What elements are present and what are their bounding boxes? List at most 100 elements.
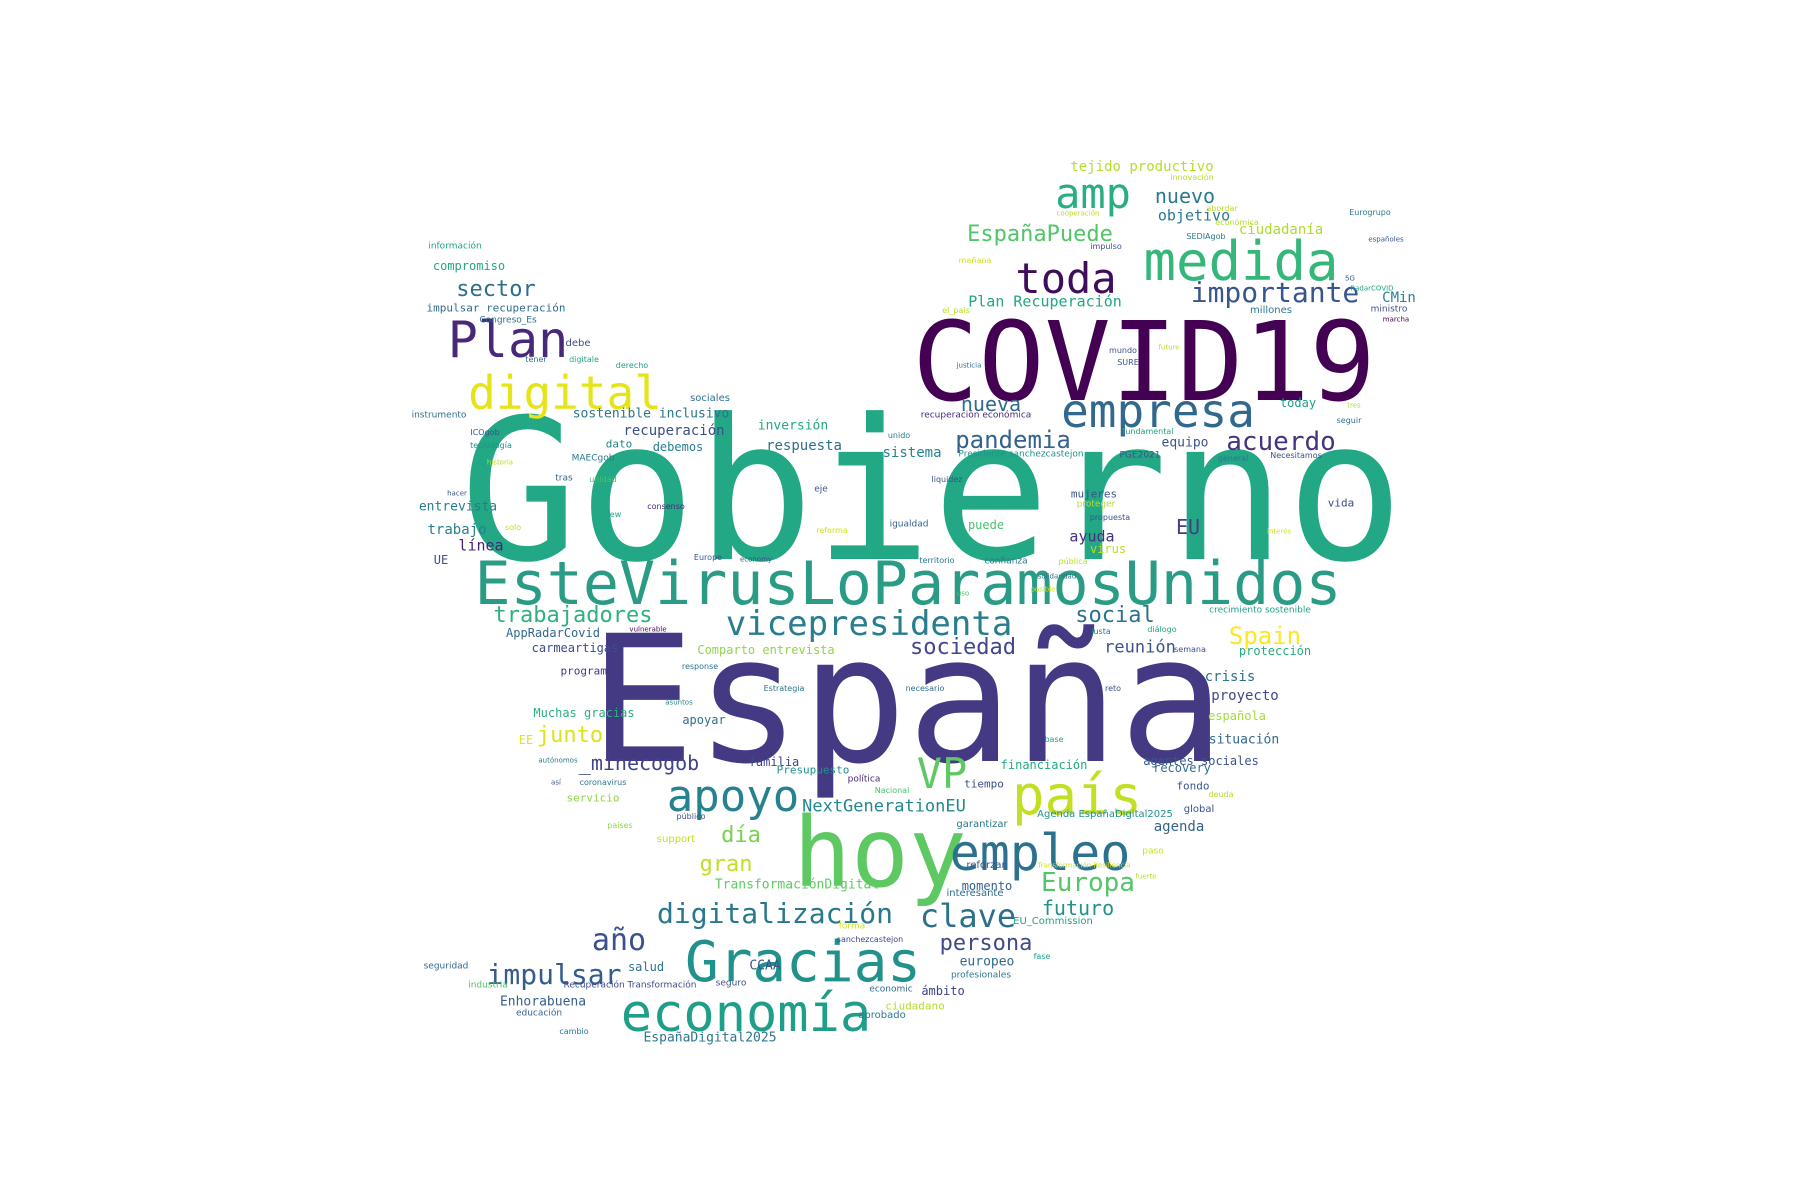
word-cmin: CMin [1382, 290, 1416, 306]
word-derecho: derecho [615, 361, 649, 370]
word-hoy: hoy [793, 797, 967, 909]
word-sanchezcastejon: sanchezcastejon [836, 935, 904, 944]
word-toda: toda [1015, 254, 1117, 303]
word-nextgenerationeu: NextGenerationEU [802, 796, 966, 817]
word-sediagob: SEDIAgob [1186, 232, 1226, 241]
word-transformacion-resiliencia: Transformación Resiliencia [1037, 861, 1131, 870]
word-nueva: nueva [960, 392, 1022, 416]
word-financiacion: financiación [1000, 758, 1088, 772]
word-tener: tener [525, 355, 547, 364]
word-necesario: necesario [905, 684, 945, 693]
word-economic: economic [869, 984, 913, 995]
word-fundamental: fundamental [1122, 427, 1174, 436]
word-informacion: información [428, 241, 482, 252]
word-economy: economy [739, 555, 773, 564]
word-spain: Spain [1228, 622, 1302, 650]
word-espanadigital2025: EspañaDigital2025 [643, 1030, 777, 1046]
word-empresa: empresa [1061, 384, 1255, 438]
word-ayuda: ayuda [1069, 527, 1115, 546]
word-ciudadania: ciudadanía [1238, 222, 1324, 238]
word-reforzar: reforzar [966, 860, 1006, 871]
word-importante: importante [1190, 276, 1360, 309]
word-pandemia: pandemia [955, 426, 1071, 454]
word-sostenible-inclusivo: sostenible inclusivo [572, 406, 730, 422]
word-5g: 5G [1345, 274, 1355, 283]
word-vicepresidenta: vicepresidenta [725, 604, 1013, 644]
word-linea: línea [458, 536, 504, 555]
word-consenso: consenso [647, 502, 685, 511]
word-autonomos: autónomos [538, 756, 578, 765]
word-base: base [1044, 735, 1064, 744]
word-congreso-es: Congreso_Es [479, 315, 537, 326]
word-respuesta: respuesta [766, 438, 842, 454]
word-impulsar: impulsar [486, 958, 622, 991]
word-solo: solo [504, 523, 522, 532]
word-fase: fase [1033, 952, 1051, 961]
word-publica: pública [1058, 557, 1088, 566]
word-europa: Europa [1041, 868, 1135, 898]
word-estrategia: Estrategia [763, 684, 805, 693]
word-impulsar-recuperacion: impulsar recuperación [426, 301, 566, 315]
word-nuevo: nuevo [1154, 184, 1216, 208]
word-espanola: española [1208, 709, 1266, 723]
word-dia: día [721, 823, 761, 848]
word-enhorabuena: Enhorabuena [499, 994, 587, 1010]
word-justa: justa [1091, 627, 1111, 636]
word-transformaciondigital: TransformaciónDigital [714, 877, 880, 893]
word-vp: VP [916, 749, 968, 798]
word-asuntos: asuntos [665, 698, 693, 707]
word-propuesta: propuesta [1089, 513, 1131, 522]
word-gran: gran [699, 852, 753, 877]
word-ccaa: CCAA [749, 958, 781, 974]
word-cambio: cambio [559, 1027, 589, 1036]
word-ano: año [591, 923, 647, 958]
word-minecogob: _minecogob [578, 751, 700, 775]
word-aprobado: aprobado [858, 1010, 906, 1021]
word-sistema: sistema [882, 445, 942, 461]
word-social: social [1075, 603, 1155, 628]
word-junto: junto [536, 723, 604, 748]
word-trabajadores: trabajadores [493, 603, 653, 628]
word-recuperacion-transformacion: Recuperación Transformación [563, 980, 697, 991]
word-seguro: seguro [715, 978, 747, 989]
word-millones: millones [1250, 305, 1292, 316]
word-coronavirus: coronavirus [579, 778, 627, 787]
word-sociales: sociales [690, 393, 730, 404]
word-eu-commission: EU_Commission [1013, 916, 1093, 927]
word-crisis: crisis [1204, 669, 1256, 685]
word-debe: debe [565, 338, 591, 349]
word-plan: Plan [447, 311, 569, 369]
word-equipo: equipo [1161, 435, 1209, 451]
word-asi: así [551, 778, 561, 787]
word-acuerdo: acuerdo [1226, 427, 1336, 457]
word-programa: programa [560, 664, 614, 678]
word-eurogrupo: Eurogrupo [1349, 208, 1391, 217]
word-empleo: empleo [949, 824, 1131, 882]
word-historia: historia [486, 458, 514, 467]
word-future: future [1158, 343, 1180, 352]
word-economica: económica [1215, 218, 1259, 227]
word-deuda: deuda [1208, 790, 1234, 799]
word-debemos: debemos [652, 440, 704, 454]
word-maecgob: MAECgob [571, 453, 615, 464]
word-recuperacion-economica: recuperación económica [920, 410, 1032, 421]
word-instrumento: instrumento [411, 410, 467, 421]
word-persona: persona [939, 931, 1033, 956]
word-sociedad: sociedad [910, 635, 1016, 660]
word-pge2021: PGE2021 [1119, 450, 1161, 461]
word-situacion: situación [1208, 732, 1280, 748]
word-radarcovid: RadarCOVID [1350, 284, 1394, 293]
word-dato: dato [605, 437, 633, 451]
word-seguridad: seguridad [423, 961, 469, 972]
word-digitalizacion: digitalización [656, 897, 894, 930]
word-manana: mañana [958, 256, 992, 265]
word-servicio: servicio [566, 791, 620, 805]
word-liquidez: liquidez [931, 475, 963, 484]
word-el-pais: el_pais [942, 306, 970, 315]
word-marcha: marcha [1382, 315, 1410, 324]
word-innovacion: innovación [1170, 173, 1214, 182]
word-proyecto: proyecto [1211, 688, 1279, 704]
word-industria: industria [468, 980, 508, 991]
word-apoyo: apoyo [666, 771, 800, 822]
word-icogob: ICOgob [470, 428, 500, 437]
